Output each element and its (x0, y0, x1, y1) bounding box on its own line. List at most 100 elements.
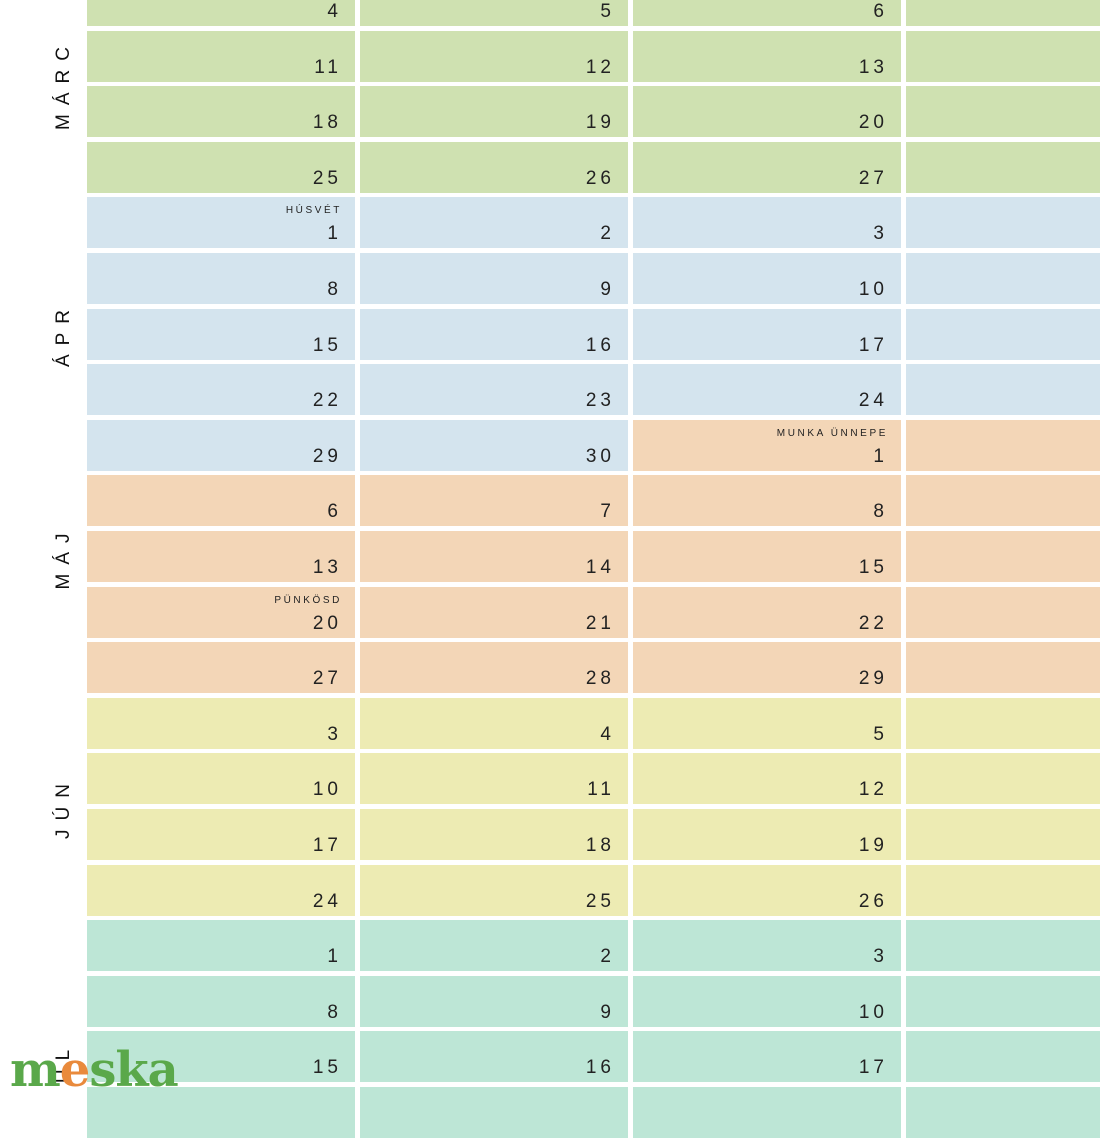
day-number: 12 (858, 779, 888, 800)
day-cell: 26 (633, 865, 901, 916)
day-cell: 15 (87, 309, 355, 360)
day-cell (906, 809, 1100, 860)
day-number: 7 (600, 501, 615, 522)
day-cell: 16 (360, 1031, 628, 1082)
day-cell: 20 (633, 86, 901, 137)
day-number: 25 (312, 168, 342, 189)
day-cell: 28 (360, 642, 628, 693)
day-cell: 12 (633, 753, 901, 804)
month-label: MÁRC (53, 38, 74, 130)
day-cell: 1 (87, 920, 355, 971)
day-cell: 5 (633, 698, 901, 749)
day-cell: 4 (87, 0, 355, 26)
day-cell: 8 (87, 253, 355, 304)
day-cell: 11 (360, 753, 628, 804)
day-cell: 21 (360, 587, 628, 638)
day-cell (906, 253, 1100, 304)
day-cell: 22 (633, 587, 901, 638)
day-cell: 24 (87, 865, 355, 916)
day-cell: 30 (360, 420, 628, 471)
day-cell: 24 (633, 364, 901, 415)
day-cell (906, 587, 1100, 638)
day-cell: 19 (360, 86, 628, 137)
day-cell (906, 1087, 1100, 1138)
day-cell (906, 531, 1100, 582)
day-number: 4 (600, 724, 615, 745)
day-cell (906, 1031, 1100, 1082)
day-cell (360, 1087, 628, 1138)
day-number: 29 (858, 668, 888, 689)
day-cell: 23 (360, 364, 628, 415)
day-number: 22 (858, 613, 888, 634)
day-cell: 4 (360, 698, 628, 749)
day-cell (906, 642, 1100, 693)
day-cell: 6 (633, 0, 901, 26)
day-cell (906, 865, 1100, 916)
day-number: 10 (312, 779, 342, 800)
day-number: 6 (327, 501, 342, 522)
day-cell: 10 (87, 753, 355, 804)
day-cell: 19 (633, 809, 901, 860)
day-number: 8 (327, 1002, 342, 1023)
day-cell: 27 (633, 142, 901, 193)
day-number: 1 (327, 223, 342, 244)
day-number: 12 (585, 57, 615, 78)
day-cell (633, 1087, 901, 1138)
day-cell: 18 (360, 809, 628, 860)
day-number: 28 (585, 668, 615, 689)
day-cell: 3 (633, 920, 901, 971)
day-number: 9 (600, 279, 615, 300)
day-cell: 5 (360, 0, 628, 26)
day-cell: 25 (360, 865, 628, 916)
day-cell: 17 (87, 809, 355, 860)
day-number: 15 (858, 557, 888, 578)
holiday-label: MUNKA ÜNNEPE (776, 428, 888, 439)
day-number: 8 (873, 501, 888, 522)
day-number: 27 (312, 668, 342, 689)
day-number: 14 (585, 557, 615, 578)
day-cell (906, 86, 1100, 137)
month-label: ÁPR (53, 300, 74, 368)
day-number: 26 (585, 168, 615, 189)
day-number: 30 (585, 446, 615, 467)
day-cell: 29 (87, 420, 355, 471)
day-cell (906, 142, 1100, 193)
day-number: 24 (858, 390, 888, 411)
day-number: 19 (585, 112, 615, 133)
logo-accent: e (59, 1042, 91, 1098)
day-cell: 2 (360, 920, 628, 971)
day-cell: 9 (360, 976, 628, 1027)
day-cell: 17 (633, 1031, 901, 1082)
day-number: 13 (858, 57, 888, 78)
day-number: 18 (312, 112, 342, 133)
day-number: 3 (873, 223, 888, 244)
month-label: MÁJ (53, 524, 74, 590)
day-number: 25 (585, 891, 615, 912)
day-number: 19 (858, 835, 888, 856)
day-cell: PÜNKÖSD 20 (87, 587, 355, 638)
day-cell: 6 (87, 475, 355, 526)
day-cell: MUNKA ÜNNEPE 1 (633, 420, 901, 471)
day-number: 16 (585, 1057, 615, 1078)
day-cell: 22 (87, 364, 355, 415)
day-number: 6 (873, 1, 888, 22)
day-number: 17 (858, 335, 888, 356)
day-cell (906, 920, 1100, 971)
day-number: 15 (312, 335, 342, 356)
day-number: 29 (312, 446, 342, 467)
holiday-label: HÚSVÉT (285, 205, 342, 216)
day-cell (906, 420, 1100, 471)
day-cell: 15 (633, 531, 901, 582)
day-cell: 13 (633, 31, 901, 82)
day-number: 23 (585, 390, 615, 411)
day-number: 4 (327, 1, 342, 22)
day-number: 18 (585, 835, 615, 856)
day-cell (906, 309, 1100, 360)
day-cell: 2 (360, 197, 628, 248)
day-cell: 14 (360, 531, 628, 582)
day-cell: HÚSVÉT 1 (87, 197, 355, 248)
day-number: 22 (312, 390, 342, 411)
day-number: 27 (858, 168, 888, 189)
day-number: 3 (873, 946, 888, 967)
day-cell: 27 (87, 642, 355, 693)
